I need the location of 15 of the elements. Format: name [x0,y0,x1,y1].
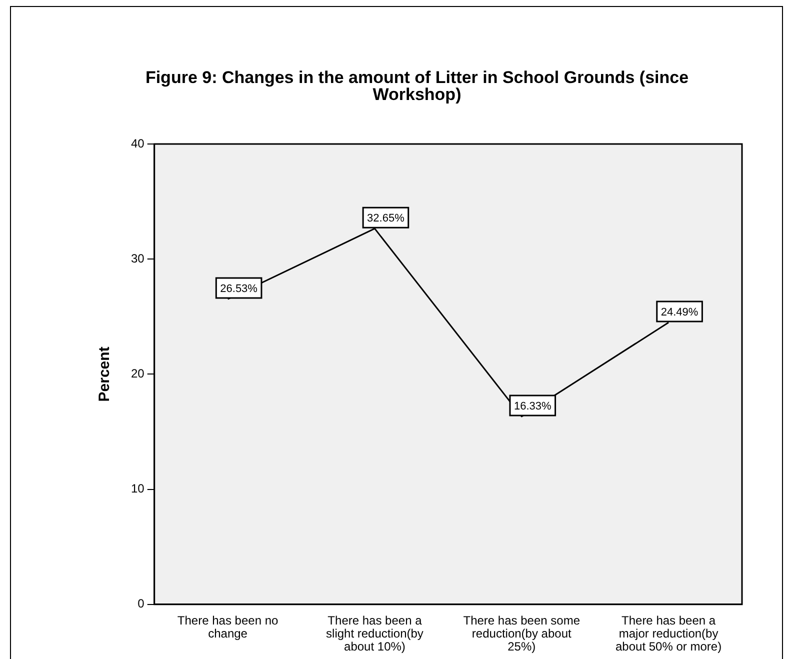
data-label: 32.65% [367,212,405,225]
data-label: 24.49% [660,306,698,319]
y-tick-label: 20 [130,366,145,381]
x-tick-label: There has been a major reduction(by about 50% or more) [616,613,722,654]
y-tick-label: 30 [130,251,145,266]
y-tick-label: 40 [130,136,145,150]
x-tick-label: There has been a slight reduction(by about 10%) [326,613,424,654]
y-tick-label: 0 [138,596,145,611]
data-label: 26.53% [220,283,258,296]
chart-title: Figure 9: Changes in the amount of Litter in School Grounds (since Workshop) [145,68,689,104]
data-label: 16.33% [514,400,552,412]
x-tick-label: There has been no change [177,613,278,641]
y-axis-title: Percent [96,346,114,402]
y-tick-label: 10 [130,482,145,496]
x-tick-label: There has been some reduction(by about 25%) [463,613,580,654]
